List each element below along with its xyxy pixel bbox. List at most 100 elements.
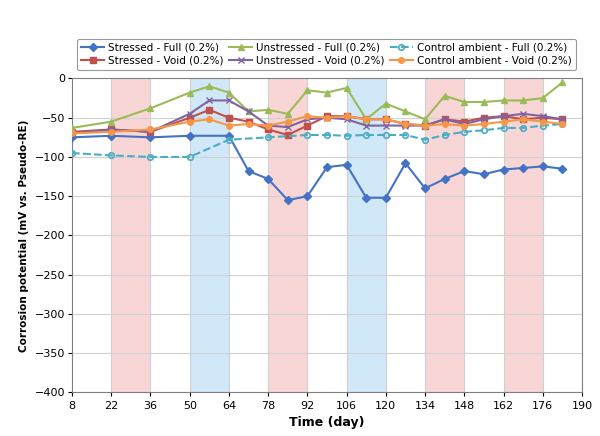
Control ambient - Void (0.2%) [284, 119, 292, 124]
Stressed - Full (0.2%) [520, 165, 527, 170]
Control ambient - Void (0.2%) [323, 115, 331, 120]
Unstressed - Void (0.2%) [441, 117, 448, 122]
Stressed - Void (0.2%) [304, 123, 311, 128]
Control ambient - Full (0.2%) [68, 150, 76, 156]
Unstressed - Full (0.2%) [304, 88, 311, 93]
Stressed - Void (0.2%) [323, 113, 331, 119]
Unstressed - Void (0.2%) [245, 109, 252, 114]
Control ambient - Void (0.2%) [362, 117, 370, 122]
Control ambient - Void (0.2%) [206, 117, 213, 122]
Control ambient - Void (0.2%) [226, 123, 233, 128]
Stressed - Void (0.2%) [226, 115, 233, 120]
Unstressed - Void (0.2%) [284, 125, 292, 130]
Stressed - Full (0.2%) [481, 172, 488, 177]
Control ambient - Void (0.2%) [186, 119, 193, 124]
Stressed - Full (0.2%) [362, 195, 370, 201]
Control ambient - Void (0.2%) [107, 129, 115, 134]
Unstressed - Full (0.2%) [402, 109, 409, 114]
Legend: Stressed - Full (0.2%), Stressed - Void (0.2%), Unstressed - Full (0.2%), Unstre: Stressed - Full (0.2%), Stressed - Void … [77, 39, 576, 70]
Control ambient - Void (0.2%) [520, 117, 527, 122]
Unstressed - Full (0.2%) [520, 98, 527, 103]
Line: Stressed - Full (0.2%): Stressed - Full (0.2%) [69, 133, 565, 203]
Unstressed - Full (0.2%) [68, 125, 76, 130]
Control ambient - Void (0.2%) [68, 131, 76, 136]
Stressed - Full (0.2%) [441, 176, 448, 181]
Control ambient - Full (0.2%) [186, 154, 193, 160]
Bar [425, 78, 464, 392]
Stressed - Void (0.2%) [402, 121, 409, 126]
Stressed - Full (0.2%) [265, 176, 272, 181]
Stressed - Void (0.2%) [362, 117, 370, 122]
Y-axis label: Corrosion potential (mV vs. Pseudo-RE): Corrosion potential (mV vs. Pseudo-RE) [19, 119, 29, 351]
Control ambient - Full (0.2%) [402, 133, 409, 138]
Unstressed - Void (0.2%) [186, 111, 193, 116]
Stressed - Full (0.2%) [421, 186, 428, 191]
Control ambient - Full (0.2%) [147, 154, 154, 160]
Stressed - Void (0.2%) [481, 115, 488, 120]
Stressed - Full (0.2%) [245, 168, 252, 174]
Stressed - Void (0.2%) [147, 129, 154, 134]
Control ambient - Void (0.2%) [245, 121, 252, 126]
Stressed - Void (0.2%) [382, 117, 389, 122]
Control ambient - Void (0.2%) [382, 117, 389, 122]
Stressed - Void (0.2%) [284, 133, 292, 138]
Control ambient - Void (0.2%) [559, 121, 566, 126]
Stressed - Full (0.2%) [304, 194, 311, 199]
Stressed - Void (0.2%) [245, 119, 252, 124]
Unstressed - Full (0.2%) [461, 99, 468, 105]
Line: Unstressed - Full (0.2%): Unstressed - Full (0.2%) [68, 79, 566, 131]
Stressed - Full (0.2%) [284, 198, 292, 203]
Control ambient - Full (0.2%) [441, 133, 448, 138]
Stressed - Full (0.2%) [500, 167, 507, 172]
Unstressed - Void (0.2%) [206, 98, 213, 103]
Stressed - Full (0.2%) [402, 160, 409, 166]
Unstressed - Full (0.2%) [343, 85, 350, 91]
Bar [268, 78, 307, 392]
Unstressed - Full (0.2%) [226, 90, 233, 95]
Stressed - Full (0.2%) [147, 135, 154, 140]
Unstressed - Void (0.2%) [304, 117, 311, 122]
Control ambient - Void (0.2%) [402, 121, 409, 126]
Unstressed - Void (0.2%) [481, 117, 488, 122]
Control ambient - Full (0.2%) [343, 133, 350, 138]
Stressed - Full (0.2%) [382, 195, 389, 201]
Stressed - Void (0.2%) [520, 117, 527, 122]
Bar [190, 78, 229, 392]
Stressed - Void (0.2%) [343, 113, 350, 119]
Stressed - Void (0.2%) [500, 113, 507, 119]
Stressed - Void (0.2%) [441, 117, 448, 122]
Unstressed - Void (0.2%) [382, 123, 389, 128]
Stressed - Full (0.2%) [226, 133, 233, 138]
Bar [347, 78, 386, 392]
Unstressed - Void (0.2%) [402, 123, 409, 128]
Control ambient - Full (0.2%) [107, 153, 115, 158]
Control ambient - Void (0.2%) [481, 121, 488, 126]
Line: Unstressed - Void (0.2%): Unstressed - Void (0.2%) [68, 97, 566, 137]
Control ambient - Full (0.2%) [500, 125, 507, 130]
Stressed - Full (0.2%) [186, 133, 193, 138]
Control ambient - Void (0.2%) [461, 123, 468, 128]
Unstressed - Full (0.2%) [500, 98, 507, 103]
Bar [111, 78, 151, 392]
Unstressed - Void (0.2%) [539, 113, 547, 119]
Stressed - Full (0.2%) [68, 135, 76, 140]
Stressed - Full (0.2%) [539, 164, 547, 169]
Unstressed - Void (0.2%) [226, 98, 233, 103]
Unstressed - Void (0.2%) [265, 123, 272, 128]
Control ambient - Void (0.2%) [265, 123, 272, 128]
Unstressed - Void (0.2%) [147, 129, 154, 134]
Unstressed - Full (0.2%) [441, 93, 448, 99]
Stressed - Full (0.2%) [343, 162, 350, 167]
Control ambient - Full (0.2%) [539, 123, 547, 128]
Control ambient - Void (0.2%) [539, 119, 547, 124]
Control ambient - Full (0.2%) [382, 133, 389, 138]
Control ambient - Full (0.2%) [481, 128, 488, 133]
Stressed - Void (0.2%) [107, 127, 115, 132]
Stressed - Full (0.2%) [107, 133, 115, 138]
Unstressed - Void (0.2%) [461, 121, 468, 126]
Control ambient - Void (0.2%) [304, 113, 311, 119]
Stressed - Void (0.2%) [206, 107, 213, 112]
Unstressed - Void (0.2%) [500, 113, 507, 119]
Control ambient - Full (0.2%) [421, 137, 428, 142]
Stressed - Full (0.2%) [323, 164, 331, 170]
